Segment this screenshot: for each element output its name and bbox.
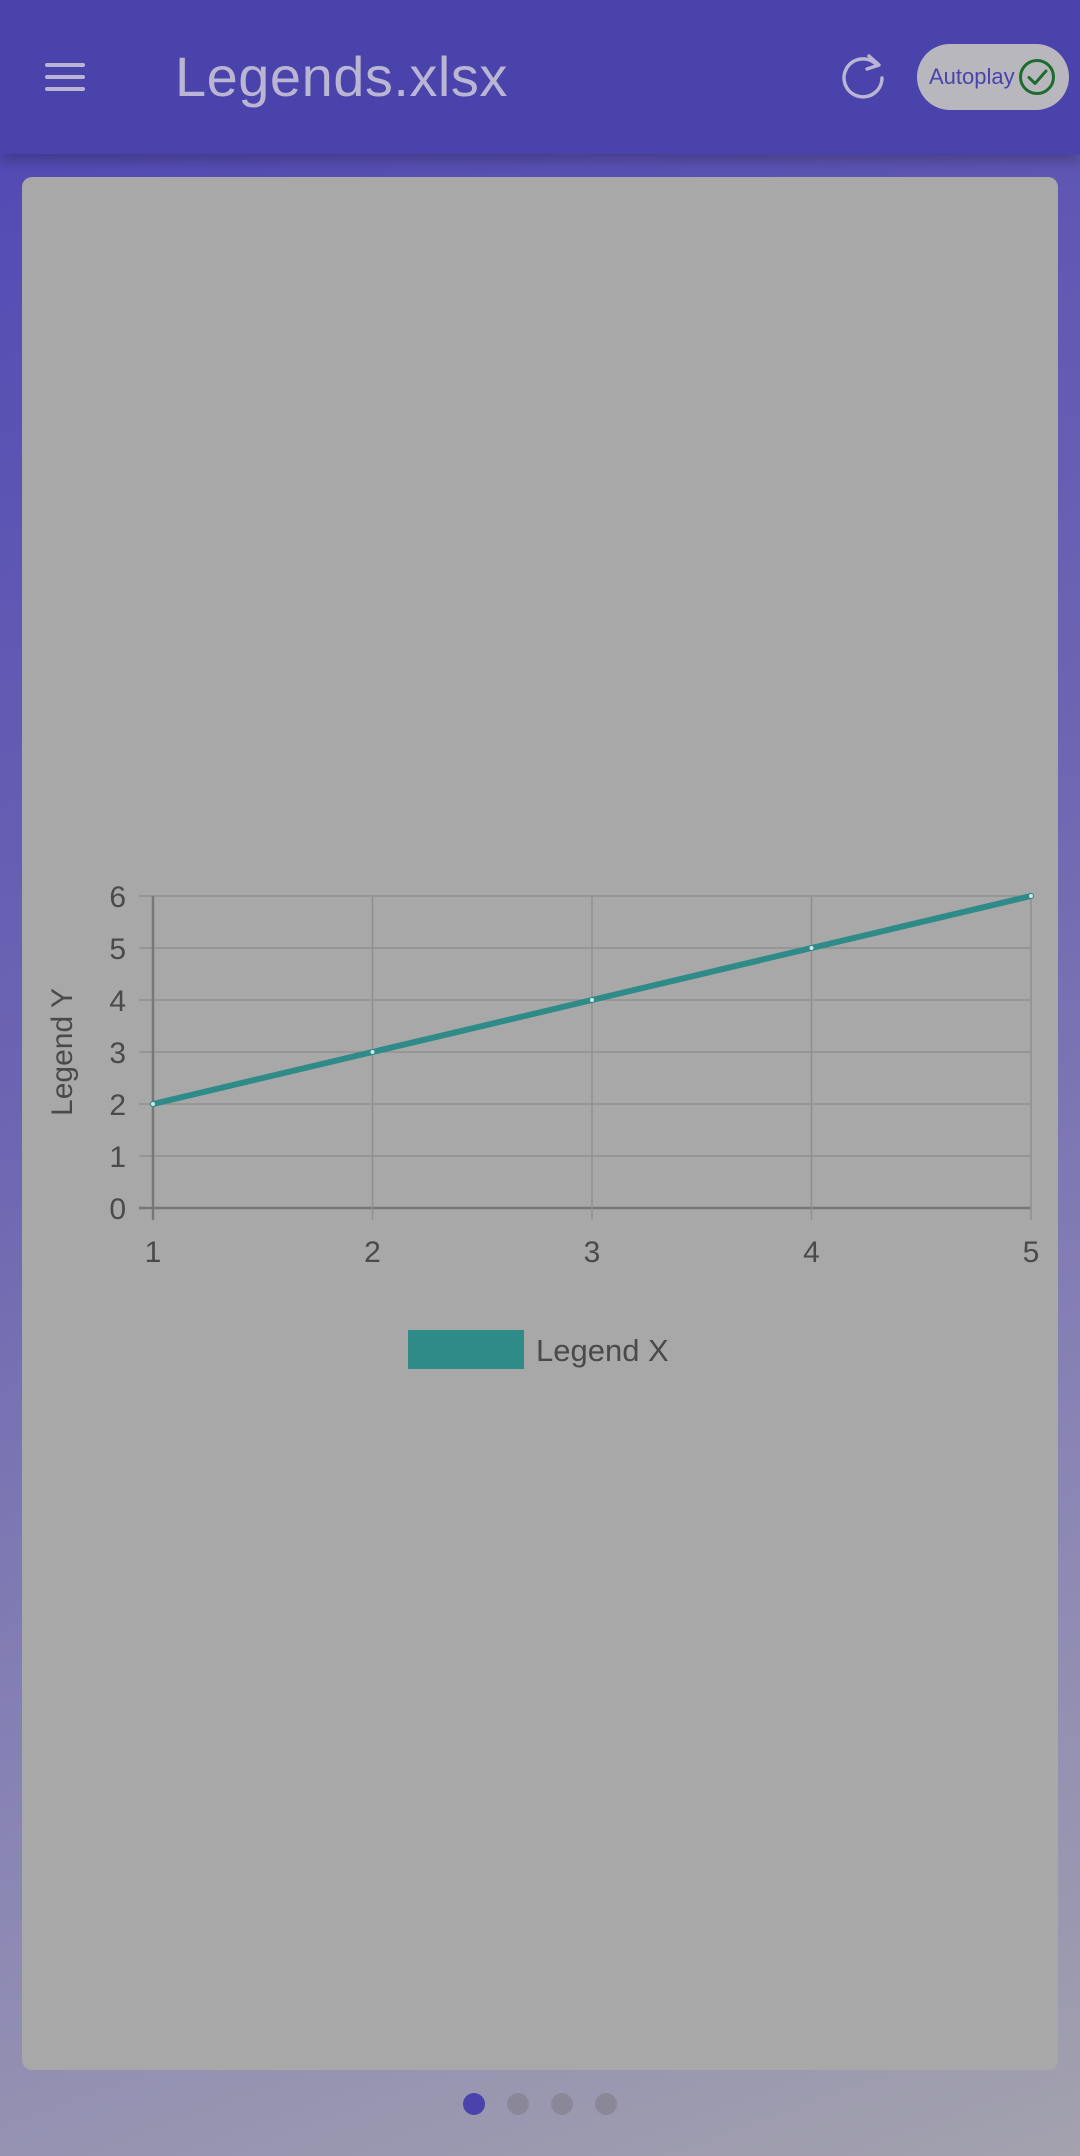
y-tick-label: 6 — [109, 881, 126, 914]
data-point — [589, 997, 595, 1003]
autoplay-label: Autoplay — [929, 64, 1015, 89]
page-dot[interactable] — [595, 2093, 617, 2115]
y-tick-label: 0 — [109, 1193, 126, 1226]
data-point — [1028, 893, 1034, 899]
hamburger-menu-icon — [45, 63, 85, 91]
app-bar: Legends.xlsx Autoplay — [0, 0, 1080, 154]
x-tick-label: 3 — [584, 1236, 601, 1269]
x-tick-label: 5 — [1023, 1236, 1040, 1269]
file-title: Legends.xlsx — [175, 45, 508, 108]
y-tick-label: 5 — [109, 933, 126, 966]
page-dot[interactable] — [463, 2093, 485, 2115]
data-point — [150, 1101, 156, 1107]
x-tick-label: 1 — [145, 1236, 162, 1269]
page-indicator — [0, 2093, 1080, 2119]
y-tick-label: 2 — [109, 1089, 126, 1122]
y-tick-label: 1 — [109, 1141, 126, 1174]
data-point — [369, 1049, 376, 1055]
data-point — [808, 945, 815, 951]
y-axis-title: Legend Y — [46, 988, 79, 1116]
check-circle-icon — [1019, 59, 1055, 95]
y-tick-label: 3 — [109, 1037, 126, 1070]
refresh-button[interactable] — [836, 50, 892, 106]
y-tick-label: 4 — [109, 985, 126, 1018]
page-dot[interactable] — [507, 2093, 529, 2115]
legend-swatch — [408, 1330, 524, 1369]
autoplay-toggle[interactable]: Autoplay — [917, 44, 1069, 110]
page-dot[interactable] — [551, 2093, 573, 2115]
x-tick-label: 2 — [364, 1236, 381, 1269]
x-tick-label: 4 — [803, 1236, 820, 1269]
legend-label: Legend X — [536, 1333, 669, 1368]
chart-card: 0 1 2 3 4 5 6 1 2 3 4 5 Legend Y Legend X — [22, 177, 1058, 2070]
menu-button[interactable] — [30, 47, 100, 107]
refresh-icon — [842, 54, 884, 99]
